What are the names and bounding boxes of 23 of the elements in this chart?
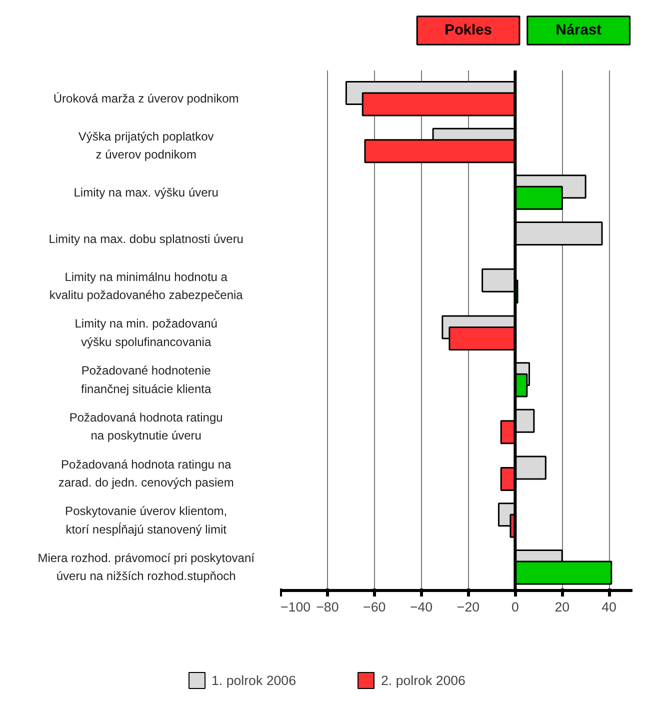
x-tick-label: −40	[410, 600, 433, 614]
y-tick-label: Úroková marža z úverov podnikom	[53, 92, 239, 106]
legend-label: 2. polrok 2006	[381, 672, 466, 688]
y-tick-label: Poskytovanie úverov klientom, ktorí nespĺňajú stanovený limit	[65, 504, 228, 536]
x-tick-label: 40	[602, 600, 616, 614]
y-tick-label: Požadovaná hodnota ratingu na poskytnutie úveru	[69, 410, 223, 443]
text: Pokles	[444, 22, 492, 38]
x-tick-label: 20	[554, 600, 570, 614]
x-tick-label: 0	[511, 600, 519, 614]
y-tick-label: Limity na max. dobu splatnosti úveru	[48, 232, 244, 246]
legend-label: 1. polrok 2006	[212, 672, 296, 688]
x-tick-label: −60	[363, 600, 386, 614]
y-tick-label: Limity na minimálnu hodnotu a kvalitu požadovaného zabezpečenia	[49, 270, 244, 302]
y-tick-label: Limity na max. výšku úveru	[74, 185, 218, 200]
x-tick-label: −100	[280, 600, 311, 614]
x-tick-label: −20	[456, 600, 480, 614]
y-tick-label: Požadované hodnotenie finančnej situácie klienta	[81, 364, 212, 396]
y-tick-label: Miera rozhod. právomocí pri poskytovaní úveru na nižších rozhod.stupňoch	[38, 550, 256, 584]
y-tick-label: Limity na min. požadovanú výšku spolufinancovania	[74, 316, 218, 349]
y-tick-label: Požadovaná hodnota ratingu na zarad. do jedn. cenových pasiem	[58, 457, 234, 490]
y-tick-label: Výška prijatých poplatkov z úverov podnikom	[78, 129, 214, 162]
x-tick-label: −80	[316, 600, 339, 614]
text: Nárast	[556, 22, 602, 38]
